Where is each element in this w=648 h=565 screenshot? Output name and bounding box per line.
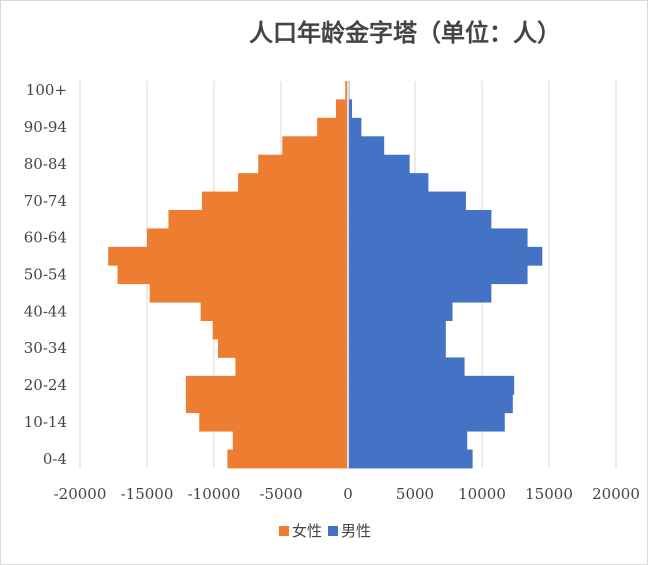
y-tick-label: 10-14 — [24, 413, 67, 431]
male-bar — [348, 228, 528, 248]
y-tick-label: 80-84 — [24, 155, 67, 173]
x-tick-label: 10000 — [458, 485, 506, 503]
male-bar — [348, 412, 505, 432]
female-bar — [258, 154, 348, 174]
legend: 女性 男性 — [1, 520, 648, 541]
female-bar — [149, 283, 348, 303]
female-bar — [147, 228, 348, 248]
male-bar — [348, 191, 466, 211]
female-bar — [117, 265, 349, 285]
female-bar — [168, 210, 348, 229]
male-bar — [348, 117, 362, 137]
male-bar — [348, 173, 429, 192]
male-bar — [348, 449, 473, 469]
x-tick-label: 5000 — [396, 485, 434, 503]
female-bar — [317, 117, 348, 137]
y-axis-labels: 0-4 10-14 20-24 30-34 40-44 50-54 60-64 70-74 80… — [24, 81, 67, 468]
x-tick-label: 20000 — [592, 485, 640, 503]
x-tick-label: -10000 — [188, 485, 241, 503]
male-bar — [348, 357, 465, 377]
y-tick-label: 70-74 — [24, 192, 67, 210]
female-bar — [335, 99, 348, 119]
female-bar — [282, 136, 348, 156]
female-bar — [200, 302, 348, 321]
legend-swatch-female — [278, 525, 289, 536]
plot-area: 0-4 10-14 20-24 30-34 40-44 50-54 60-64 70-74 80… — [24, 81, 640, 503]
y-tick-label: 0-4 — [43, 450, 67, 468]
y-tick-label: 20-24 — [24, 376, 67, 394]
female-bar — [238, 173, 348, 192]
female-bar — [212, 320, 348, 340]
male-bar — [348, 246, 543, 266]
male-bar — [348, 99, 353, 119]
female-bar — [185, 375, 348, 395]
male-bar — [348, 283, 492, 303]
male-bar — [348, 136, 385, 156]
female-bar — [232, 431, 348, 450]
female-bar — [199, 412, 348, 432]
male-bar — [348, 154, 410, 174]
male-bar — [348, 320, 446, 340]
male-bar — [348, 210, 492, 229]
x-tick-label: -5000 — [259, 485, 302, 503]
male-bar — [348, 394, 513, 414]
male-bar — [348, 375, 515, 395]
female-bar — [185, 394, 348, 414]
y-tick-label: 30-34 — [24, 339, 67, 357]
x-tick-label: -20000 — [54, 485, 107, 503]
y-tick-label: 40-44 — [24, 302, 67, 320]
female-bar — [108, 246, 348, 266]
y-tick-label: 100+ — [26, 81, 67, 99]
female-bar — [345, 81, 348, 100]
male-bar — [348, 339, 446, 358]
y-tick-label: 90-94 — [24, 118, 67, 136]
female-bar — [218, 339, 348, 358]
female-bar — [235, 357, 348, 377]
male-bar — [348, 431, 468, 450]
x-tick-label: 0 — [343, 485, 353, 503]
y-tick-label: 50-54 — [24, 266, 67, 284]
y-tick-label: 60-64 — [24, 229, 67, 247]
x-axis-labels: -20000 -15000 -10000 -5000 0 5000 10000 15000 20… — [54, 485, 640, 503]
legend-label-male: 男性 — [341, 522, 372, 540]
legend-item-male: 男性 — [328, 520, 371, 541]
legend-item-female: 女性 — [278, 520, 322, 541]
legend-swatch-male — [328, 525, 338, 536]
male-bar — [348, 265, 528, 285]
x-tick-label: -15000 — [121, 485, 174, 503]
chart-title: 人口年龄金字塔（单位：人） — [249, 18, 561, 47]
male-bar — [348, 302, 453, 321]
legend-label-female: 女性 — [291, 522, 322, 540]
x-tick-label: 15000 — [525, 485, 573, 503]
bars — [108, 81, 543, 469]
female-bar — [201, 191, 348, 211]
female-bar — [227, 449, 348, 469]
